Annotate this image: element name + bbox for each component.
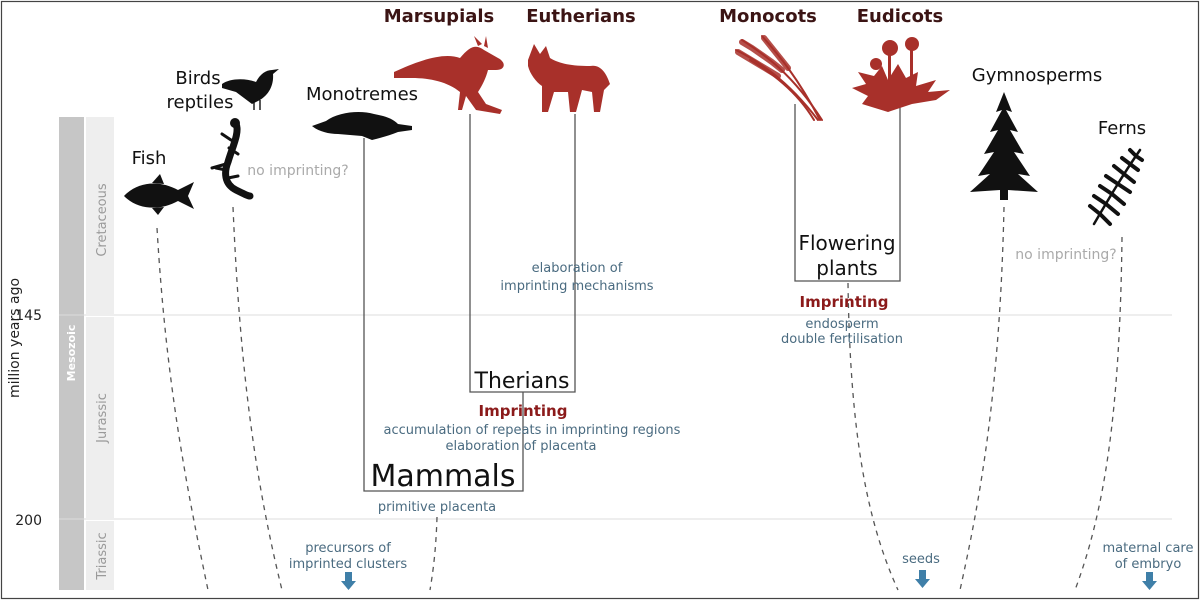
dog-icon: [528, 44, 610, 112]
down-arrow-icon: [1142, 572, 1157, 590]
lineage-ferns: [1074, 236, 1123, 591]
tick-label-200: 200: [15, 513, 42, 529]
wheat-icon: [735, 35, 823, 121]
lineage-gymnosperms: [959, 206, 1005, 591]
taxon-birds: Birds: [175, 68, 220, 89]
platypus-icon: [312, 112, 412, 140]
period-bar-cretaceous: [86, 117, 114, 314]
down-arrow-icon: [341, 572, 356, 590]
lineage-mammals: [429, 516, 438, 591]
period-label-triassic: Triassic: [95, 532, 110, 580]
taxon-monocots: Monocots: [719, 6, 817, 27]
taxon-reptiles: reptiles: [166, 92, 233, 113]
taxon-marsupials: Marsupials: [384, 6, 495, 27]
flowering-bracket: [794, 104, 901, 282]
dandelion-icon: [852, 37, 950, 112]
note-maternal-l2: of embryo: [1115, 557, 1182, 572]
period-bar-triassic: [86, 521, 114, 590]
lizard-head: [230, 118, 240, 128]
mammals-bracket: [363, 138, 524, 492]
note-endosperm: endosperm: [805, 317, 878, 332]
axis-label: million years ago: [7, 278, 23, 398]
fern-icon: [1088, 148, 1144, 226]
imprinting-therians-label: Imprinting: [479, 402, 568, 420]
mammal-tree: [363, 114, 576, 492]
taxon-fish: Fish: [132, 148, 167, 169]
lineage-reptiles: [232, 206, 283, 591]
clade-therians: Therians: [474, 369, 570, 394]
note-no-imprinting-gymnosperms: no imprinting?: [1015, 247, 1116, 263]
note-primitive-placenta: primitive placenta: [378, 500, 496, 515]
kangaroo-icon: [394, 36, 504, 114]
imprinting-plants-label: Imprinting: [800, 293, 889, 311]
fish-icon: [124, 174, 194, 215]
tick-label-145: 145: [15, 308, 42, 324]
note-seeds: seeds: [902, 552, 940, 567]
note-precursors-l1: precursors of: [305, 541, 391, 556]
clade-flowering-l1: Flowering: [798, 231, 895, 255]
period-label-jurassic: Jurassic: [95, 393, 110, 444]
clade-mammals: Mammals: [370, 459, 515, 494]
plant-tree: [794, 104, 901, 282]
note-no-imprinting-reptiles: no imprinting?: [247, 163, 348, 179]
note-repeats: accumulation of repeats in imprinting re…: [384, 423, 681, 438]
taxon-gymnosperms: Gymnosperms: [972, 65, 1102, 86]
therians-bracket: [469, 114, 576, 393]
down-arrow-icon: [915, 570, 930, 588]
taxon-eudicots: Eudicots: [857, 6, 944, 27]
lineage-flowering: [847, 282, 899, 591]
note-precursors-l2: imprinted clusters: [289, 557, 407, 572]
lineage-fish: [156, 227, 209, 591]
clade-flowering-l2: plants: [816, 256, 877, 280]
note-double-fertilisation: double fertilisation: [781, 332, 903, 347]
note-placenta-elaboration: elaboration of placenta: [445, 439, 596, 454]
taxon-ferns: Ferns: [1098, 118, 1146, 139]
note-maternal-l1: maternal care: [1103, 541, 1194, 556]
period-label-cretaceous: Cretaceous: [95, 183, 110, 257]
note-elaboration-l2: imprinting mechanisms: [500, 279, 653, 294]
lizard-icon: [210, 120, 254, 200]
bird-icon: [222, 69, 279, 110]
taxon-monotremes: Monotremes: [306, 84, 418, 105]
conifer-icon: [970, 92, 1038, 200]
era-label: Mesozoic: [65, 325, 78, 382]
note-elaboration-l1: elaboration of: [532, 261, 623, 276]
taxon-eutherians: Eutherians: [526, 6, 635, 27]
era-bar-mesozoic: [59, 117, 84, 590]
period-bar-jurassic: [86, 317, 114, 518]
lineage-dashes: [156, 206, 1123, 591]
